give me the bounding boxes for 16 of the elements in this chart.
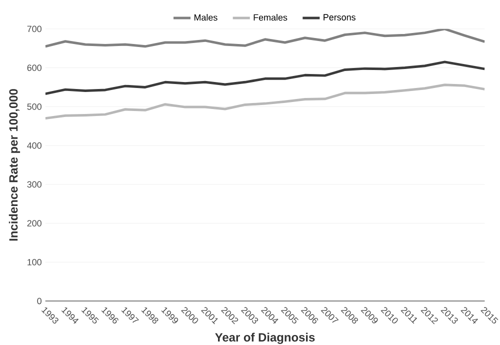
line-series <box>45 28 485 48</box>
line-series <box>45 60 485 96</box>
y-tick-label: 200 <box>27 220 42 226</box>
legend-label: Females <box>254 14 288 21</box>
y-axis-title: Incidence Rate per 100,000 <box>8 89 20 241</box>
y-tick-label: 400 <box>27 142 42 149</box>
y-tick-label: 500 <box>27 104 42 110</box>
y-tick-label: 600 <box>27 64 42 71</box>
x-axis-title: Year of Diagnosis <box>215 332 315 344</box>
y-tick-label: 700 <box>27 26 42 32</box>
legend-label: Persons <box>324 14 356 20</box>
legend-label: Males <box>194 14 218 21</box>
y-tick-label: 100 <box>28 258 42 266</box>
y-tick-label: 0 <box>37 298 42 304</box>
y-tick-label: 300 <box>27 181 42 188</box>
line-series <box>45 84 485 120</box>
